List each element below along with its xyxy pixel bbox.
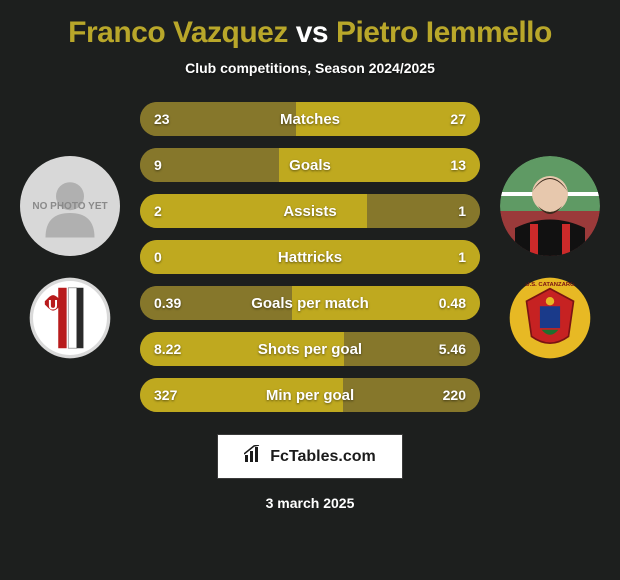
- brand-text: FcTables.com: [270, 448, 376, 466]
- stat-label: Shots per goal: [258, 341, 362, 358]
- stat-value-left: 2: [154, 203, 162, 219]
- stat-label: Matches: [280, 111, 340, 128]
- player2-club-badge: U.S. CATANZARO: [508, 276, 592, 360]
- stat-bar: 8.22 Shots per goal 5.46: [140, 332, 480, 366]
- subtitle: Club competitions, Season 2024/2025: [10, 60, 610, 76]
- date-text: 3 march 2025: [10, 495, 610, 511]
- stat-label: Min per goal: [266, 387, 354, 404]
- player2-avatar: [500, 156, 600, 256]
- stat-value-left: 0: [154, 249, 162, 265]
- stat-value-right: 13: [450, 157, 466, 173]
- stat-bar: 327 Min per goal 220: [140, 378, 480, 412]
- left-column: NO PHOTO YET U: [10, 154, 130, 360]
- stat-bar: 0 Hattricks 1: [140, 240, 480, 274]
- svg-text:U: U: [48, 298, 58, 313]
- stat-label: Hattricks: [278, 249, 342, 266]
- player1-club-badge: U: [28, 276, 112, 360]
- stat-label: Assists: [283, 203, 336, 220]
- content-row: NO PHOTO YET U 23 Matches 27 9 Goals 13 2 Assis…: [10, 102, 610, 412]
- stat-bar: 2 Assists 1: [140, 194, 480, 228]
- stat-value-left: 23: [154, 111, 170, 127]
- page-title: Franco Vazquez vs Pietro Iemmello: [10, 16, 610, 50]
- comparison-infographic: Franco Vazquez vs Pietro Iemmello Club c…: [0, 0, 620, 580]
- brand-box: FcTables.com: [217, 434, 403, 479]
- stat-value-right: 1: [458, 203, 466, 219]
- club2-crest-icon: U.S. CATANZARO: [508, 276, 592, 360]
- stat-value-right: 220: [443, 387, 466, 403]
- stat-bar: 9 Goals 13: [140, 148, 480, 182]
- club1-crest-icon: U: [28, 276, 112, 360]
- svg-text:U.S. CATANZARO: U.S. CATANZARO: [525, 282, 575, 288]
- stat-value-right: 0.48: [439, 295, 466, 311]
- stat-value-left: 9: [154, 157, 162, 173]
- bar-chart-icon: [244, 445, 264, 468]
- stat-bar: 23 Matches 27: [140, 102, 480, 136]
- stats-column: 23Matches279Goals132Assists10Hattricks10…: [140, 102, 480, 412]
- player2-photo-icon: [500, 156, 600, 256]
- right-column: U.S. CATANZARO: [490, 154, 610, 360]
- stat-value-right: 1: [458, 249, 466, 265]
- stat-value-right: 5.46: [439, 341, 466, 357]
- stat-label: Goals per match: [251, 295, 369, 312]
- stat-value-left: 8.22: [154, 341, 181, 357]
- footer: FcTables.com 3 march 2025: [10, 434, 610, 511]
- stat-value-left: 0.39: [154, 295, 181, 311]
- player1-avatar-alt: NO PHOTO YET: [32, 201, 107, 212]
- title-vs: vs: [296, 16, 328, 49]
- stat-value-left: 327: [154, 387, 177, 403]
- stat-value-right: 27: [450, 111, 466, 127]
- title-player2: Pietro Iemmello: [336, 16, 552, 49]
- stat-bar: 0.39 Goals per match 0.48: [140, 286, 480, 320]
- stat-label: Goals: [289, 157, 331, 174]
- title-player1: Franco Vazquez: [68, 16, 288, 49]
- player1-avatar: NO PHOTO YET: [20, 156, 120, 256]
